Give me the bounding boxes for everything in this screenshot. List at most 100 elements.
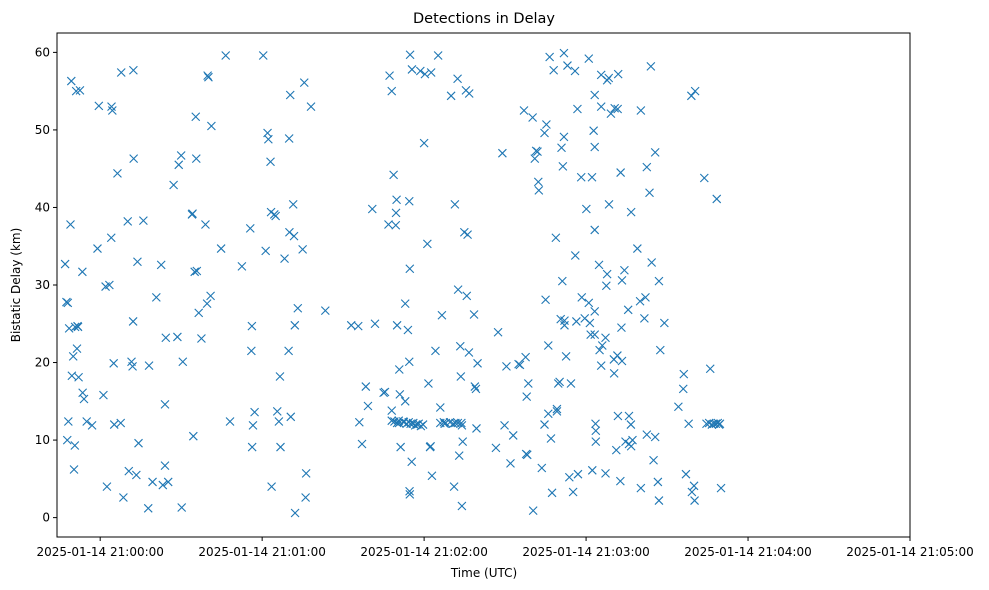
data-point <box>387 86 397 96</box>
data-point <box>530 154 540 164</box>
data-point <box>276 442 285 452</box>
data-point <box>87 420 97 430</box>
data-point <box>615 476 625 486</box>
x-tick-label: 2025-01-14 21:02:00 <box>360 545 487 559</box>
data-point <box>407 457 417 467</box>
data-point <box>286 412 296 422</box>
data-point <box>63 417 73 426</box>
data-point <box>458 437 468 447</box>
data-point <box>581 204 591 214</box>
data-point <box>299 78 309 88</box>
data-points <box>60 48 726 518</box>
data-point <box>405 264 415 274</box>
data-point <box>455 341 465 351</box>
data-point <box>250 407 259 417</box>
data-point <box>367 204 377 214</box>
data-point <box>99 390 108 400</box>
data-point <box>515 360 525 370</box>
data-point <box>418 420 428 429</box>
data-point <box>290 508 300 518</box>
data-point <box>266 157 275 167</box>
data-point <box>446 91 456 101</box>
data-point <box>506 458 515 468</box>
data-point <box>674 402 683 412</box>
y-tick-label: 20 <box>35 356 50 370</box>
data-point <box>686 91 696 101</box>
data-point <box>192 266 202 276</box>
data-point <box>591 426 601 436</box>
x-tick-label: 2025-01-14 21:01:00 <box>198 545 325 559</box>
data-point <box>72 344 82 353</box>
data-point <box>102 482 112 491</box>
data-point <box>604 73 614 83</box>
data-point <box>391 208 401 218</box>
data-point <box>119 493 128 502</box>
data-point <box>221 51 231 60</box>
data-point <box>642 162 652 172</box>
data-point <box>177 503 187 512</box>
data-point <box>191 154 201 164</box>
data-point <box>431 346 440 356</box>
x-tick-label: 2025-01-14 21:05:00 <box>846 545 973 559</box>
y-axis: 0 10 20 30 40 50 60 <box>35 45 57 525</box>
plot-area <box>56 32 911 538</box>
data-point <box>188 209 197 219</box>
data-point <box>190 267 200 277</box>
data-point <box>571 317 581 326</box>
data-point <box>502 362 511 371</box>
data-point <box>655 345 665 355</box>
data-point <box>645 188 654 198</box>
data-point <box>191 112 201 122</box>
data-point <box>124 466 134 476</box>
data-point <box>60 259 70 269</box>
data-point <box>288 199 298 209</box>
data-point <box>79 394 89 404</box>
data-point <box>267 482 276 491</box>
data-point <box>564 472 574 482</box>
data-point <box>624 411 634 421</box>
data-point <box>522 450 532 460</box>
data-point <box>320 306 330 315</box>
data-point <box>650 148 660 157</box>
data-point <box>201 220 210 229</box>
data-point <box>596 361 606 371</box>
data-point <box>404 196 414 206</box>
data-point <box>306 102 316 112</box>
data-point <box>601 469 610 478</box>
data-point <box>712 194 722 204</box>
data-point <box>188 431 198 441</box>
data-point <box>247 321 257 331</box>
data-point <box>419 138 429 148</box>
data-point <box>67 371 77 381</box>
data-point <box>389 170 398 180</box>
data-point <box>584 54 594 63</box>
data-point <box>498 148 507 158</box>
data-point <box>395 389 405 399</box>
data-point <box>610 103 620 113</box>
data-point <box>449 482 459 491</box>
data-point <box>537 463 547 473</box>
data-point <box>156 260 166 270</box>
data-point <box>639 313 649 323</box>
data-point <box>573 104 582 114</box>
data-point <box>70 322 80 332</box>
data-point <box>635 296 645 306</box>
data-point <box>123 217 133 226</box>
data-point <box>623 305 633 315</box>
data-point <box>109 358 119 368</box>
x-tick-label: 2025-01-14 21:04:00 <box>684 545 811 559</box>
data-point <box>354 417 364 427</box>
data-point <box>290 320 300 330</box>
data-point <box>591 437 601 447</box>
data-point <box>687 487 697 497</box>
data-point <box>612 351 622 360</box>
data-point <box>626 420 636 429</box>
data-point <box>716 483 726 493</box>
data-point <box>216 244 226 253</box>
data-point <box>589 126 599 136</box>
data-point <box>396 442 406 452</box>
data-point <box>202 299 212 308</box>
data-point <box>613 104 623 114</box>
data-point <box>69 465 79 474</box>
data-point <box>420 69 430 79</box>
